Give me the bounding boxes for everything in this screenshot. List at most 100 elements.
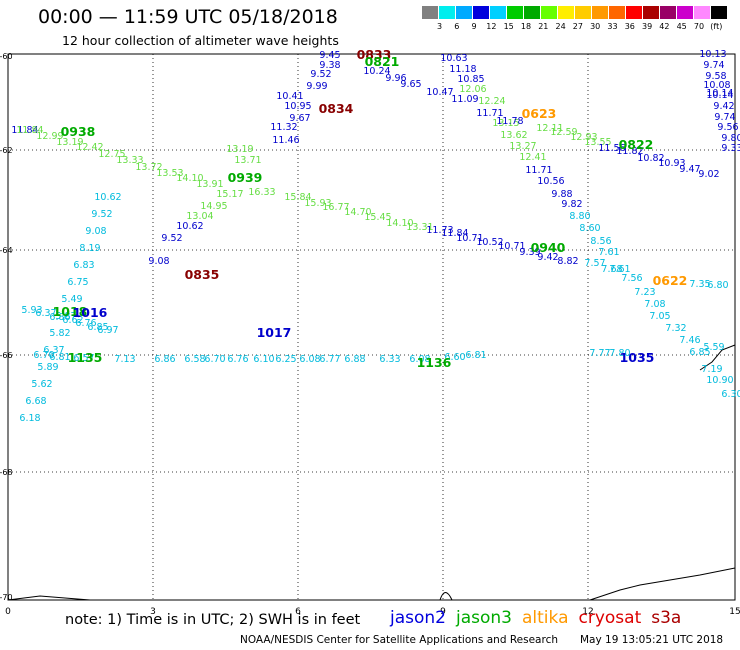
wave-height-value: 8.82 bbox=[557, 256, 578, 267]
wave-height-value: 7.05 bbox=[649, 311, 670, 322]
wave-height-value: 5.87 bbox=[55, 311, 76, 322]
y-tick-label: -64 bbox=[0, 246, 13, 255]
wave-height-value: 11.32 bbox=[270, 122, 297, 133]
wave-height-value: 14.10 bbox=[386, 218, 413, 229]
wave-height-value: 6.25 bbox=[275, 354, 296, 365]
wave-height-value: 7.56 bbox=[621, 273, 642, 284]
wave-height-value: 11.82 bbox=[616, 146, 643, 157]
satellite-s3a: s3a bbox=[651, 608, 682, 628]
wave-height-value: 11.71 bbox=[525, 165, 552, 176]
wave-height-value: 9.74 bbox=[703, 60, 724, 71]
wave-height-value: 8.19 bbox=[79, 243, 100, 254]
wave-height-value: 9.80 bbox=[721, 133, 740, 144]
satellite-altika: altika bbox=[522, 608, 569, 628]
scale-label: 6 bbox=[454, 22, 460, 31]
wave-height-value: 10.62 bbox=[94, 192, 121, 203]
wave-height-scale-labels: 3 6 9 12 15 18 21 24 27 30 33 36 39 42 45 70 (ft) bbox=[422, 22, 740, 34]
wave-height-value: 7.77 bbox=[589, 348, 610, 359]
wave-height-value: 12.59 bbox=[550, 127, 577, 138]
wave-height-value: 11.56 bbox=[598, 143, 625, 154]
wave-height-value: 11.09 bbox=[451, 94, 478, 105]
wave-height-value: 11.84 bbox=[16, 125, 43, 136]
pass-time-label: 1035 bbox=[620, 350, 655, 365]
wave-height-value: 9.65 bbox=[400, 79, 421, 90]
wave-height-value: 9.42 bbox=[713, 101, 734, 112]
wave-height-value: 15.17 bbox=[216, 189, 243, 200]
wave-height-value: 12.11 bbox=[536, 123, 563, 134]
wave-height-value: 5.62 bbox=[31, 379, 52, 390]
wave-height-value: 6.30 bbox=[721, 389, 740, 400]
pass-time-label: 1018 bbox=[53, 304, 88, 319]
coastline bbox=[589, 567, 736, 601]
satellite-legend: jason2 jason3 altika cryosat s3a bbox=[390, 608, 691, 628]
wave-height-value: 9.08 bbox=[148, 256, 169, 267]
scale-label: 21 bbox=[538, 22, 549, 31]
scale-swatch bbox=[609, 6, 626, 19]
wave-height-value: 12.24 bbox=[478, 96, 505, 107]
scale-label: 3 bbox=[436, 22, 443, 31]
wave-height-value: 13.33 bbox=[116, 155, 143, 166]
wave-height-value: 9.96 bbox=[385, 73, 406, 84]
scale-label: 9 bbox=[471, 22, 477, 31]
wave-height-value: 9.67 bbox=[289, 113, 310, 124]
wave-height-value: 13.31 bbox=[406, 222, 433, 233]
wave-height-value: 9.88 bbox=[551, 189, 572, 200]
wave-height-value: 7.61 bbox=[609, 264, 630, 275]
wave-height-value: 9.58 bbox=[705, 71, 726, 82]
y-tick-label: -70 bbox=[0, 593, 13, 602]
wave-height-value: 8.60 bbox=[579, 223, 600, 234]
wave-height-value: 6.85 bbox=[87, 322, 108, 333]
scale-label: 15 bbox=[503, 22, 514, 31]
scale-swatch bbox=[677, 6, 694, 19]
wave-height-value: 6.86 bbox=[49, 312, 70, 323]
wave-height-value: 5.93 bbox=[21, 305, 42, 316]
x-tick-label: 6 bbox=[295, 607, 301, 617]
wave-height-value: 12.42 bbox=[76, 142, 103, 153]
x-tick-label: 15 bbox=[729, 607, 740, 617]
wave-height-value: 5.82 bbox=[49, 328, 70, 339]
coastline bbox=[7, 595, 91, 601]
wave-height-value: 9.02 bbox=[698, 169, 719, 180]
wave-height-value: 6.86 bbox=[154, 354, 175, 365]
wave-height-value: 6.76 bbox=[75, 318, 96, 329]
wave-height-value: 5.49 bbox=[61, 294, 82, 305]
pass-time-label: 0622 bbox=[653, 273, 688, 288]
wave-height-value: 9.08 bbox=[85, 226, 106, 237]
satellite-jason2: jason2 bbox=[390, 608, 446, 628]
wave-height-value: 5.89 bbox=[37, 362, 58, 373]
scale-swatch bbox=[439, 6, 456, 19]
wave-height-value: 11.71 bbox=[476, 108, 503, 119]
footer-source: NOAA/NESDIS Center for Satellite Applica… bbox=[240, 634, 558, 646]
footer-timestamp: May 19 13:05:21 UTC 2018 bbox=[580, 634, 724, 646]
wave-height-value: 10.93 bbox=[658, 158, 685, 169]
wave-height-value: 6.85 bbox=[689, 347, 710, 358]
wave-height-value: 6.77 bbox=[319, 354, 340, 365]
wave-height-value: 9.33 bbox=[721, 143, 740, 154]
scale-label: 27 bbox=[572, 22, 583, 31]
wave-height-value: 7.46 bbox=[679, 335, 700, 346]
scale-swatch bbox=[592, 6, 609, 19]
scale-swatch bbox=[507, 6, 524, 19]
wave-height-value: 13.19 bbox=[226, 144, 253, 155]
wave-height-value: 7.68 bbox=[601, 264, 622, 275]
wave-height-value: 10.62 bbox=[176, 221, 203, 232]
wave-height-value: 12.93 bbox=[570, 132, 597, 143]
scale-swatch bbox=[524, 6, 541, 19]
wave-height-value: 16.77 bbox=[322, 202, 349, 213]
wave-height-value: 11.84 bbox=[441, 228, 468, 239]
scale-label: 18 bbox=[520, 22, 532, 31]
wave-height-value: 6.18 bbox=[19, 413, 40, 424]
wave-height-value: 12.06 bbox=[459, 84, 486, 95]
wave-height-value: 10.13 bbox=[699, 49, 726, 60]
pass-time-label: 1017 bbox=[257, 325, 292, 340]
pass-time-label: 0835 bbox=[185, 267, 220, 282]
wave-height-value: 11.84 bbox=[11, 125, 38, 136]
wave-height-value: 14.95 bbox=[200, 201, 227, 212]
scale-label: 39 bbox=[642, 22, 653, 31]
wave-height-value: 11.18 bbox=[449, 64, 476, 75]
wave-height-value: 10.85 bbox=[457, 74, 484, 85]
y-tick-label: -60 bbox=[0, 52, 13, 61]
wave-height-value: 13.72 bbox=[135, 162, 162, 173]
scale-swatch bbox=[643, 6, 660, 19]
wave-height-value: 6.37 bbox=[35, 308, 56, 319]
